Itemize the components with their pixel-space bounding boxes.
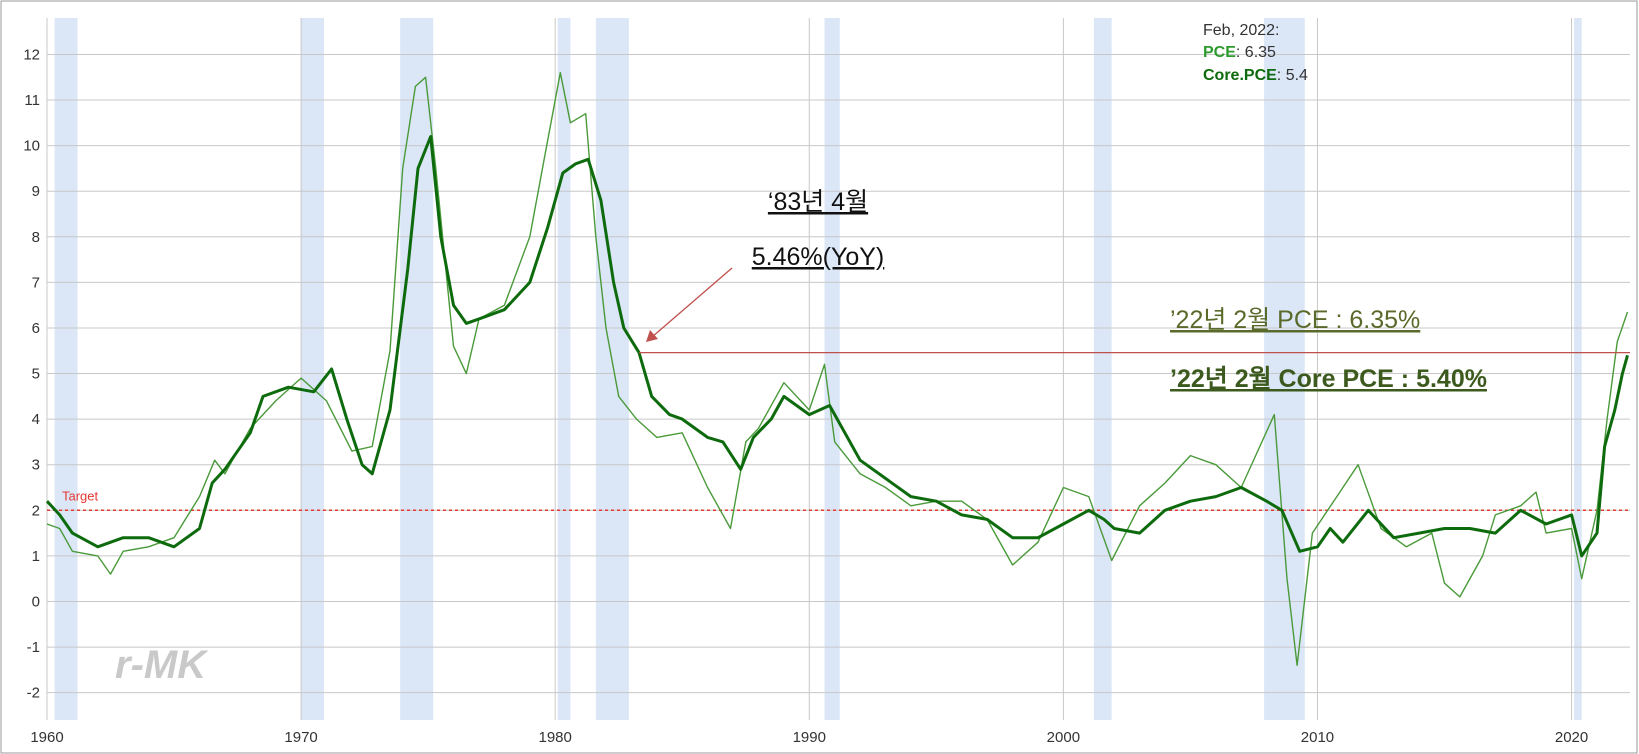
y-tick-label: 3 xyxy=(32,457,40,474)
y-tick-label: 0 xyxy=(32,593,40,610)
y-tick-label: 4 xyxy=(32,411,40,428)
y-tick-label: 11 xyxy=(24,92,40,109)
x-axis-ticks: 1960 1970 1980 1990 2000 2010 2020 xyxy=(30,729,1588,746)
callout-1983-date: ‘83년 4월 xyxy=(768,188,868,216)
x-tick-label: 1990 xyxy=(793,729,826,746)
recession-band xyxy=(1264,18,1305,720)
y-tick-label: -1 xyxy=(27,639,40,656)
y-tick-label: 8 xyxy=(32,229,40,246)
core-pce-line xyxy=(45,135,1629,558)
recession-band xyxy=(557,18,571,720)
x-tick-label: 1960 xyxy=(30,729,63,746)
pce-line xyxy=(46,72,1629,666)
y-tick-label: 9 xyxy=(32,183,40,200)
x-tick-label: 1980 xyxy=(538,729,571,746)
callout-arrow-head xyxy=(646,330,658,342)
recession-band xyxy=(1093,18,1112,720)
y-tick-label: -2 xyxy=(27,685,40,702)
y-tick-label: 2 xyxy=(32,502,40,519)
recession-band xyxy=(400,18,434,720)
series-lines xyxy=(45,72,1629,666)
watermark: r-MK xyxy=(115,643,209,687)
grid-lines xyxy=(46,18,1630,720)
recession-band xyxy=(1574,18,1582,720)
tooltip-date: Feb, 2022: xyxy=(1203,22,1280,39)
target-label: Target xyxy=(62,488,99,503)
x-tick-label: 2010 xyxy=(1301,729,1334,746)
x-tick-label: 1970 xyxy=(284,729,317,746)
y-tick-label: 6 xyxy=(32,320,40,337)
recession-band xyxy=(54,18,78,720)
y-tick-label: 7 xyxy=(32,274,40,291)
y-tick-label: 1 xyxy=(32,548,40,565)
recession-band xyxy=(824,18,840,720)
tooltip-pce: PCE: 6.35 xyxy=(1203,44,1276,61)
y-tick-label: 12 xyxy=(23,46,40,63)
recession-bands xyxy=(54,18,1582,720)
x-tick-label: 2020 xyxy=(1555,729,1588,746)
recession-band xyxy=(595,18,629,720)
label-pce-2022: ’22년 2월 PCE : 6.35% xyxy=(1170,306,1420,334)
callout-1983-value: 5.46%(YoY) xyxy=(752,243,885,271)
label-core-pce-2022: ’22년 2월 Core PCE : 5.40% xyxy=(1170,365,1487,393)
annotations: r-MK Feb, 2022: PCE: 6.35 Core.PCE: 5.4 ‘83년… xyxy=(115,22,1630,687)
tooltip-core-pce: Core.PCE: 5.4 xyxy=(1203,67,1308,84)
y-tick-label: 5 xyxy=(32,366,40,383)
y-tick-label: 10 xyxy=(23,138,40,155)
callout-arrow-line xyxy=(651,267,733,338)
recession-band xyxy=(301,18,324,720)
target-line-group: Target xyxy=(47,488,1630,512)
x-tick-label: 2000 xyxy=(1047,729,1080,746)
